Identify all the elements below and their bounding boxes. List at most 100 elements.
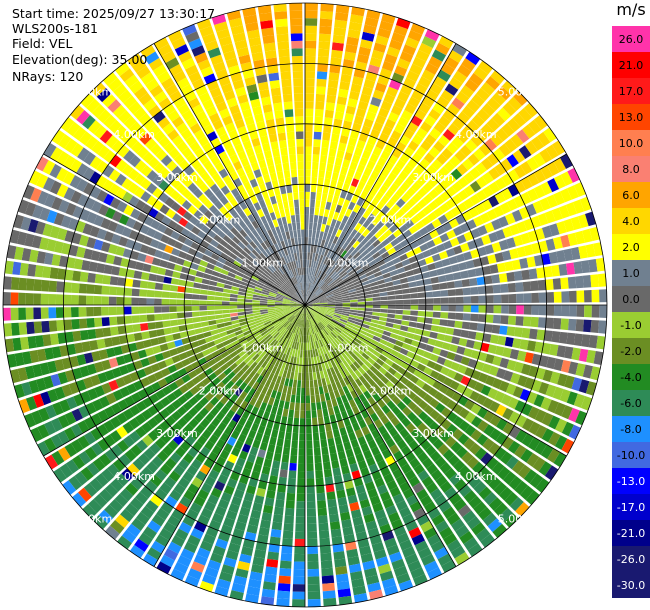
velocity-bin [230, 72, 243, 83]
velocity-bin [195, 423, 206, 435]
velocity-bin [111, 233, 122, 245]
velocity-bin [353, 477, 364, 487]
velocity-bin [287, 314, 294, 321]
velocity-bin [447, 123, 460, 136]
velocity-bin [523, 244, 534, 256]
velocity-bin [357, 307, 366, 311]
velocity-bin [521, 363, 532, 376]
velocity-bin [305, 78, 315, 87]
velocity-bin [354, 222, 362, 232]
velocity-bin [295, 260, 299, 269]
velocity-bin [363, 252, 372, 261]
velocity-bin [421, 330, 431, 338]
velocity-bin [266, 420, 274, 429]
velocity-bin [444, 486, 458, 500]
velocity-bin [324, 327, 331, 335]
velocity-bin [398, 579, 414, 592]
velocity-bin [427, 263, 436, 271]
velocity-bin [396, 390, 406, 401]
velocity-bin [470, 286, 479, 295]
velocity-bin [508, 411, 521, 424]
velocity-bin [346, 321, 355, 327]
velocity-bin [72, 270, 81, 282]
velocity-bin [275, 26, 289, 35]
velocity-bin [209, 215, 219, 225]
velocity-bin [180, 228, 191, 238]
velocity-bin [558, 204, 570, 219]
velocity-bin [383, 178, 393, 189]
velocity-bin [240, 157, 250, 168]
velocity-bin [357, 100, 369, 111]
velocity-bin [289, 462, 297, 471]
velocity-bin [301, 319, 304, 328]
velocity-bin [446, 369, 457, 380]
velocity-bin [201, 225, 211, 234]
velocity-bin [291, 55, 303, 64]
velocity-bin [233, 488, 245, 499]
velocity-bin [271, 374, 278, 383]
velocity-bin [312, 303, 321, 305]
velocity-bin [372, 383, 381, 393]
velocity-bin [269, 536, 281, 546]
velocity-bin [240, 353, 249, 361]
velocity-bin [227, 453, 238, 464]
velocity-bin [356, 139, 366, 150]
velocity-bin [191, 45, 206, 57]
velocity-bin [267, 126, 277, 136]
velocity-bin [94, 273, 104, 284]
velocity-bin [320, 223, 326, 232]
velocity-bin [408, 345, 418, 354]
velocity-bin [225, 389, 234, 399]
velocity-bin [571, 347, 581, 361]
velocity-bin [232, 354, 241, 363]
velocity-bin [510, 372, 521, 385]
velocity-bin [325, 326, 332, 333]
velocity-bin [372, 305, 381, 309]
velocity-bin [323, 469, 333, 478]
velocity-bin [347, 286, 356, 291]
velocity-bin [282, 537, 293, 547]
velocity-bin [362, 228, 370, 238]
velocity-bin [412, 230, 423, 240]
velocity-bin [155, 149, 168, 161]
colorbar-label: 0.0 [622, 293, 640, 306]
velocity-bin [239, 391, 248, 400]
azimuth-spoke [304, 304, 457, 567]
velocity-bin [112, 458, 126, 472]
velocity-bin [289, 371, 295, 380]
velocity-bin [138, 306, 147, 314]
velocity-bin [341, 410, 349, 420]
velocity-bin [307, 274, 310, 283]
velocity-bin [246, 335, 255, 343]
velocity-bin [40, 293, 49, 305]
velocity-bin [228, 17, 243, 28]
velocity-bin [235, 378, 244, 388]
velocity-bin [451, 97, 465, 110]
velocity-bin [112, 104, 127, 119]
velocity-bin [331, 318, 339, 324]
velocity-bin [267, 246, 275, 255]
velocity-bin [204, 391, 215, 402]
velocity-bin [531, 305, 540, 316]
velocity-bin [253, 168, 262, 179]
velocity-bin [333, 291, 341, 296]
velocity-bin [108, 169, 121, 182]
velocity-bin [393, 284, 402, 290]
velocity-bin [237, 184, 246, 194]
velocity-bin [541, 412, 554, 427]
velocity-bin [441, 147, 454, 160]
velocity-bin [199, 259, 209, 268]
velocity-bin [128, 121, 142, 135]
velocity-bin [289, 315, 295, 322]
velocity-bin [203, 124, 215, 135]
velocity-bin [200, 386, 210, 396]
velocity-bin [316, 371, 321, 380]
velocity-bin [258, 12, 273, 22]
velocity-bin [440, 297, 449, 304]
velocity-bin [491, 219, 502, 231]
velocity-bin [446, 512, 461, 526]
velocity-bin [301, 237, 305, 245]
velocity-bin [388, 511, 401, 523]
velocity-bin [361, 249, 370, 257]
velocity-bin [231, 495, 243, 507]
